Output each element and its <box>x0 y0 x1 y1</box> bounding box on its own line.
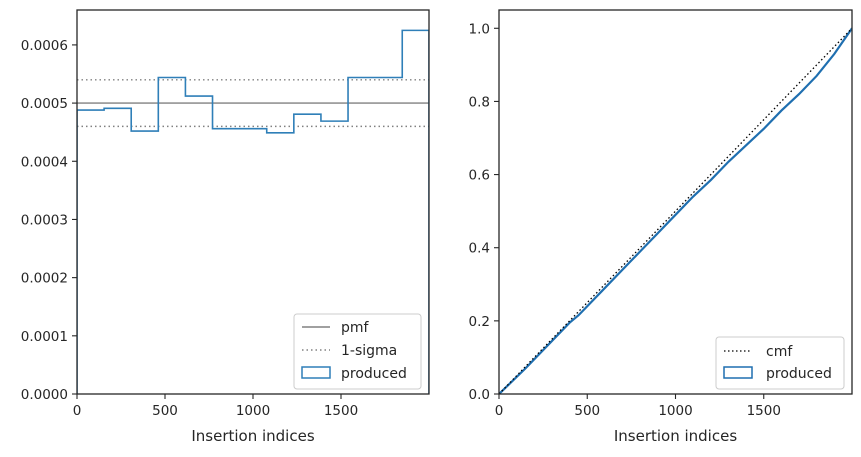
x-tick-label: 0 <box>495 403 504 419</box>
x-tick-label: 500 <box>152 403 178 419</box>
y-tick-label: 0.0006 <box>21 38 68 54</box>
x-tick-label: 500 <box>574 403 600 419</box>
x-tick-label: 1500 <box>747 403 781 419</box>
legend: pmf 1-sigma produced <box>293 313 422 390</box>
y-tick-label: 1.0 <box>469 21 490 37</box>
y-tick-label: 0.6 <box>469 168 490 184</box>
y-tick-label: 0.0000 <box>21 387 68 403</box>
x-axis-label: Insertion indices <box>191 427 314 445</box>
legend-label-pmf: pmf <box>341 320 370 336</box>
legend-label-cmf: cmf <box>766 344 793 360</box>
legend-label-sigma: 1-sigma <box>341 343 397 359</box>
plot-area <box>77 29 429 394</box>
x-tick-label: 1000 <box>658 403 692 419</box>
y-tick-label: 0.0002 <box>21 271 68 287</box>
y-tick-label: 0.0005 <box>21 96 68 112</box>
legend-box <box>293 313 422 390</box>
y-tick-label: 0.0 <box>469 387 490 403</box>
y-tick-label: 0.2 <box>469 314 490 330</box>
legend-label-produced: produced <box>341 366 407 382</box>
y-tick-label: 0.8 <box>469 94 490 110</box>
plot-area <box>499 27 852 394</box>
produced-cumulative-line <box>499 27 852 394</box>
y-tick-label: 0.0003 <box>21 212 68 228</box>
x-tick-label: 0 <box>73 403 82 419</box>
axes-frame <box>498 9 853 395</box>
x-tick-label: 1000 <box>236 403 270 419</box>
legend-label-produced: produced <box>766 366 832 382</box>
x-tick-label: 1500 <box>324 403 358 419</box>
legend-box <box>715 336 845 390</box>
legend-swatch-produced <box>723 366 753 379</box>
cmf-line <box>499 27 852 394</box>
cmf-panel: 0 500 1000 1500 0.0 0.2 0.4 0.6 0.8 1.0 Insertion … <box>469 9 853 445</box>
x-axis-label: Insertion indices <box>614 427 737 445</box>
legend: cmf produced <box>715 336 845 390</box>
y-tick-label: 0.0001 <box>21 329 68 345</box>
pmf-panel: 0 500 1000 1500 0.0000 0.0001 0.0002 0.0003 0.00… <box>21 9 430 445</box>
y-tick-label: 0.4 <box>469 241 490 257</box>
produced-histogram <box>77 29 429 394</box>
y-tick-label: 0.0004 <box>21 154 68 170</box>
legend-swatch-produced <box>301 366 331 379</box>
axes-frame <box>76 9 430 395</box>
